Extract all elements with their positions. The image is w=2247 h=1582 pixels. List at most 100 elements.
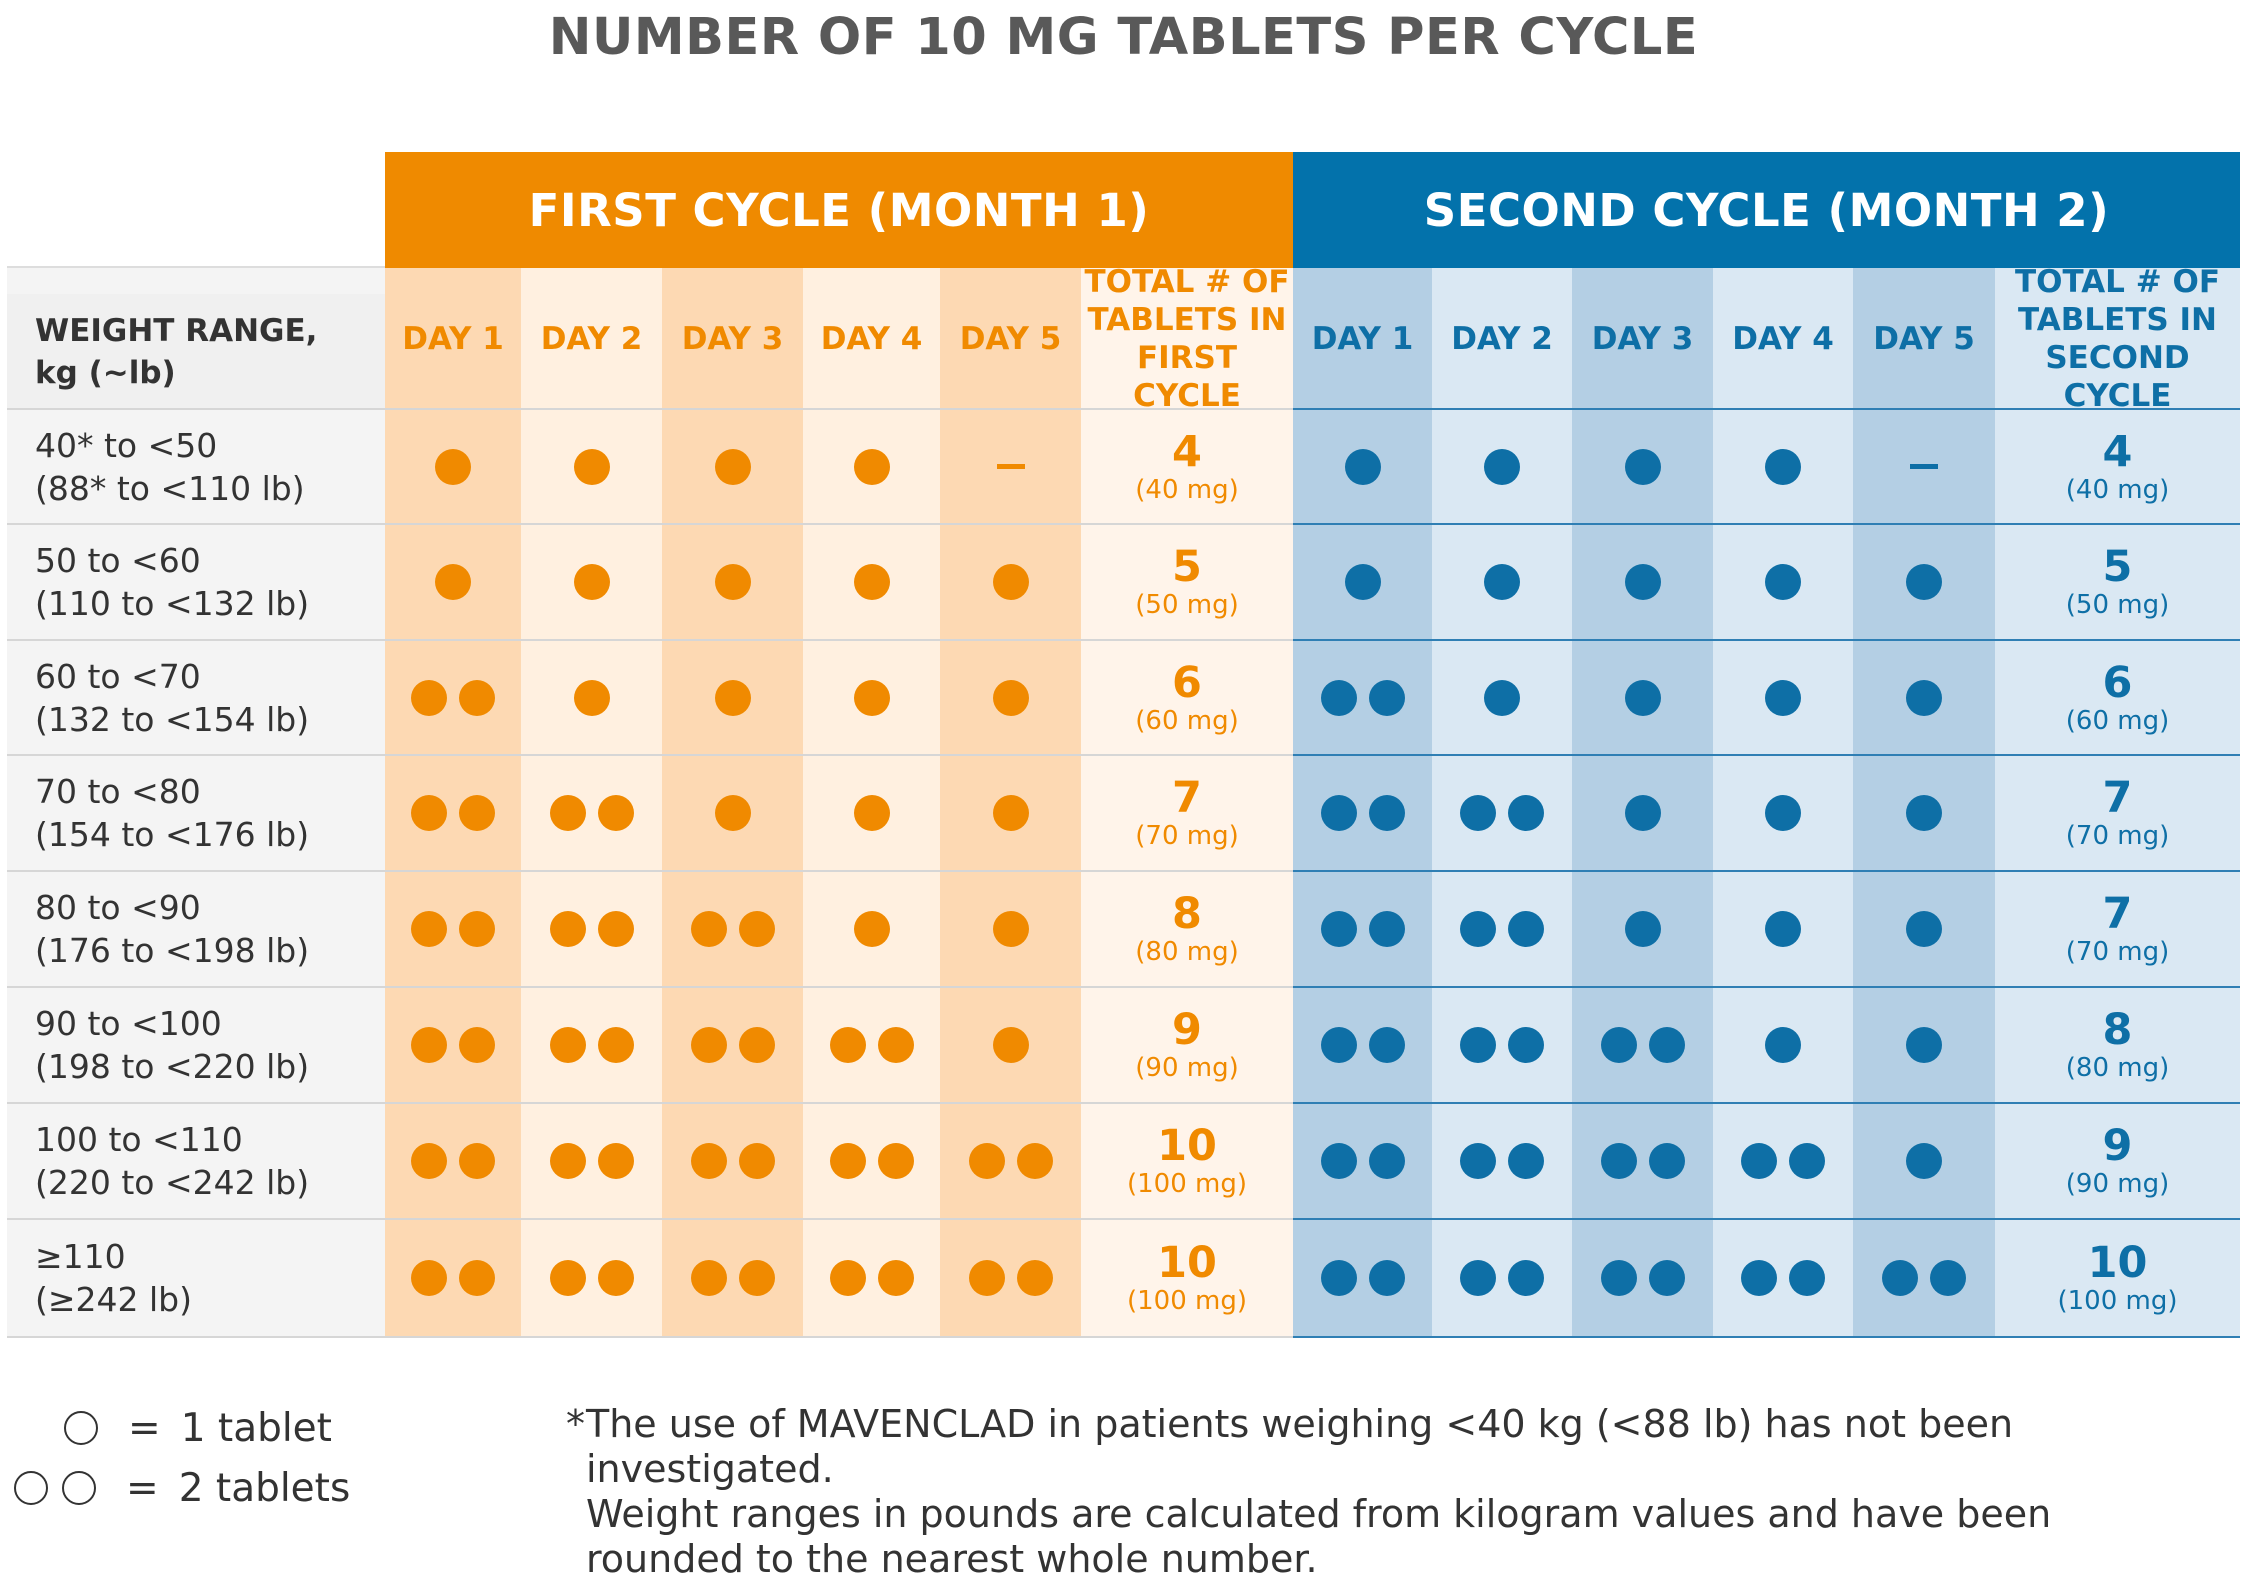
second-cycle-day-4-header: DAY 4 — [1732, 320, 1834, 357]
second-cycle-day-5-cell — [1853, 871, 1995, 987]
first-cycle-day-5-cell — [940, 409, 1081, 524]
total-tablets: 4 — [1172, 426, 1202, 477]
tablet-dot-icon — [738, 1027, 775, 1063]
total-tablets: 7 — [2102, 889, 2133, 939]
second-cycle-total-cell: 7 (70 mg) — [1995, 871, 2240, 987]
second-cycle-day-5-header: DAY 5 — [1873, 320, 1975, 357]
weight-lb: (220 to <242 lb) — [35, 1163, 310, 1202]
row-divider — [1293, 523, 2240, 525]
tablet-dot-icon — [1741, 1260, 1777, 1296]
first-cycle-day-3-cell — [662, 987, 803, 1103]
first-cycle-day-5-cell — [940, 524, 1081, 640]
weight-range-cell: 90 to <100 (198 to <220 lb) — [7, 987, 385, 1103]
weight-kg: 90 to <100 — [35, 1004, 222, 1043]
weight-range-header: WEIGHT RANGE, kg (~lb) — [7, 294, 385, 409]
tablet-dot-icon — [1320, 911, 1357, 947]
weight-column-bg — [7, 268, 385, 1337]
second-cycle-total-cell: 7 (70 mg) — [1995, 755, 2240, 871]
weight-kg: ≥110 — [35, 1237, 126, 1276]
tablet-dot-icon — [877, 1027, 914, 1063]
first-cycle-total-header: TOTAL # OF TABLETS IN FIRST CYCLE — [1081, 264, 1293, 414]
tablet-dot-icon — [1906, 1143, 1942, 1179]
footnote-line: The use of MAVENCLAD in patients weighin… — [586, 1402, 2014, 1491]
row-divider — [7, 523, 1293, 525]
tablet-dot-icon — [1320, 679, 1357, 716]
tablet-dot-icon — [1648, 1027, 1685, 1063]
first-cycle-day-1-header: DAY 1 — [402, 320, 504, 357]
tablet-dot-icon — [1368, 795, 1405, 831]
tablet-dot-icon — [1648, 1260, 1685, 1296]
row-divider — [7, 639, 1293, 641]
tablet-dot-icon — [1765, 1027, 1801, 1063]
total-tablets: 9 — [1172, 1005, 1202, 1055]
row-divider — [1293, 870, 2240, 872]
first-cycle-day-2-cell — [521, 1103, 662, 1219]
first-cycle-day-1-cell — [385, 871, 521, 987]
second-cycle-day-2-header: DAY 2 — [1451, 320, 1553, 357]
first-cycle-day-1-cell — [385, 409, 521, 524]
no-tablet-dash — [996, 464, 1025, 469]
first-cycle-day-5-cell — [940, 987, 1081, 1103]
tablet-dot-icon — [853, 911, 890, 947]
tablet-dot-icon — [1906, 564, 1942, 600]
legend-two-tablets: = 2 tablets — [14, 1463, 350, 1513]
tablet-dot-icon — [1460, 1027, 1496, 1063]
no-tablet-dash — [1910, 464, 1938, 469]
first-cycle-day-3-header: DAY 3 — [681, 320, 784, 357]
tablet-dot-icon — [992, 679, 1029, 716]
tablet-dot-icon — [690, 1143, 727, 1179]
tablet-dot-icon — [1906, 1027, 1942, 1063]
first-cycle-day-2-cell — [521, 640, 662, 755]
first-cycle-column-bg — [1081, 268, 1293, 1337]
total-mg: (80 mg) — [1135, 937, 1239, 967]
total-mg: (70 mg) — [2065, 821, 2170, 851]
tablet-dot-icon — [1484, 448, 1520, 485]
tablet-dot-icon — [1508, 1260, 1544, 1296]
legend-equals: = — [126, 1465, 159, 1511]
footnote: * The use of MAVENCLAD in patients weigh… — [566, 1402, 2236, 1582]
tablet-dot-icon — [549, 911, 586, 947]
total-mg: (100 mg) — [1126, 1169, 1247, 1199]
tablet-dot-icon — [1906, 679, 1942, 716]
first-cycle-header: FIRST CYCLE (MONTH 1) — [385, 152, 1293, 268]
second-cycle-day-4-cell — [1713, 871, 1853, 987]
row-divider — [1293, 1102, 2240, 1104]
tablet-dot-icon — [597, 1143, 634, 1179]
total-mg: (80 mg) — [2065, 1053, 2170, 1083]
second-cycle-day-1-cell — [1293, 640, 1432, 755]
tablet-dot-icon — [738, 1260, 775, 1296]
total-mg: (40 mg) — [1135, 474, 1239, 505]
second-cycle-day-3-cell — [1572, 1103, 1713, 1219]
first-cycle-day-3-cell — [662, 409, 803, 524]
first-cycle-total-cell: 10 (100 mg) — [1081, 1103, 1293, 1219]
first-cycle-day-5-header: DAY 5 — [959, 320, 1062, 357]
tablet-dot-icon — [1600, 1143, 1637, 1179]
first-cycle-day-4-cell — [803, 524, 940, 640]
second-cycle-column-bg — [1293, 268, 1432, 1337]
first-cycle-day-4-cell — [803, 1219, 940, 1337]
first-cycle-day-3-cell — [662, 871, 803, 987]
tablet-dot-icon — [1765, 564, 1801, 600]
tablet-dot-icon — [1741, 1143, 1777, 1179]
total-tablets: 10 — [2087, 1238, 2148, 1288]
tablet-dot-icon — [1484, 564, 1520, 600]
second-cycle-day-2-cell — [1432, 409, 1572, 524]
tablet-dot-icon — [1508, 1143, 1544, 1179]
first-cycle-day-1-cell — [385, 1219, 521, 1337]
first-cycle-day-3-cell — [662, 640, 803, 755]
tablet-dot-icon — [573, 679, 610, 716]
tablet-dot-icon — [992, 1027, 1029, 1063]
tablet-dot-icon — [573, 448, 610, 485]
total-tablets: 10 — [1157, 1121, 1217, 1171]
tablet-dot-icon — [1344, 564, 1381, 600]
second-cycle-day-5-cell — [1853, 409, 1995, 524]
tablet-dot-icon — [690, 911, 727, 947]
tablet-dot-icon — [1368, 679, 1405, 716]
legend-one-tablet: = 1 tablet — [64, 1403, 332, 1453]
tablet-dot-icon — [411, 1260, 447, 1296]
tablet-dot-icon — [597, 1260, 634, 1296]
tablet-dot-icon — [1460, 795, 1496, 831]
tablet-dot-icon — [853, 448, 890, 485]
second-cycle-day-4-cell — [1713, 755, 1853, 871]
first-cycle-day-2-cell — [521, 987, 662, 1103]
